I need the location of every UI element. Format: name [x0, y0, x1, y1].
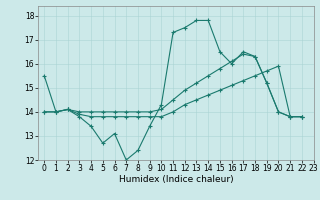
- X-axis label: Humidex (Indice chaleur): Humidex (Indice chaleur): [119, 175, 233, 184]
